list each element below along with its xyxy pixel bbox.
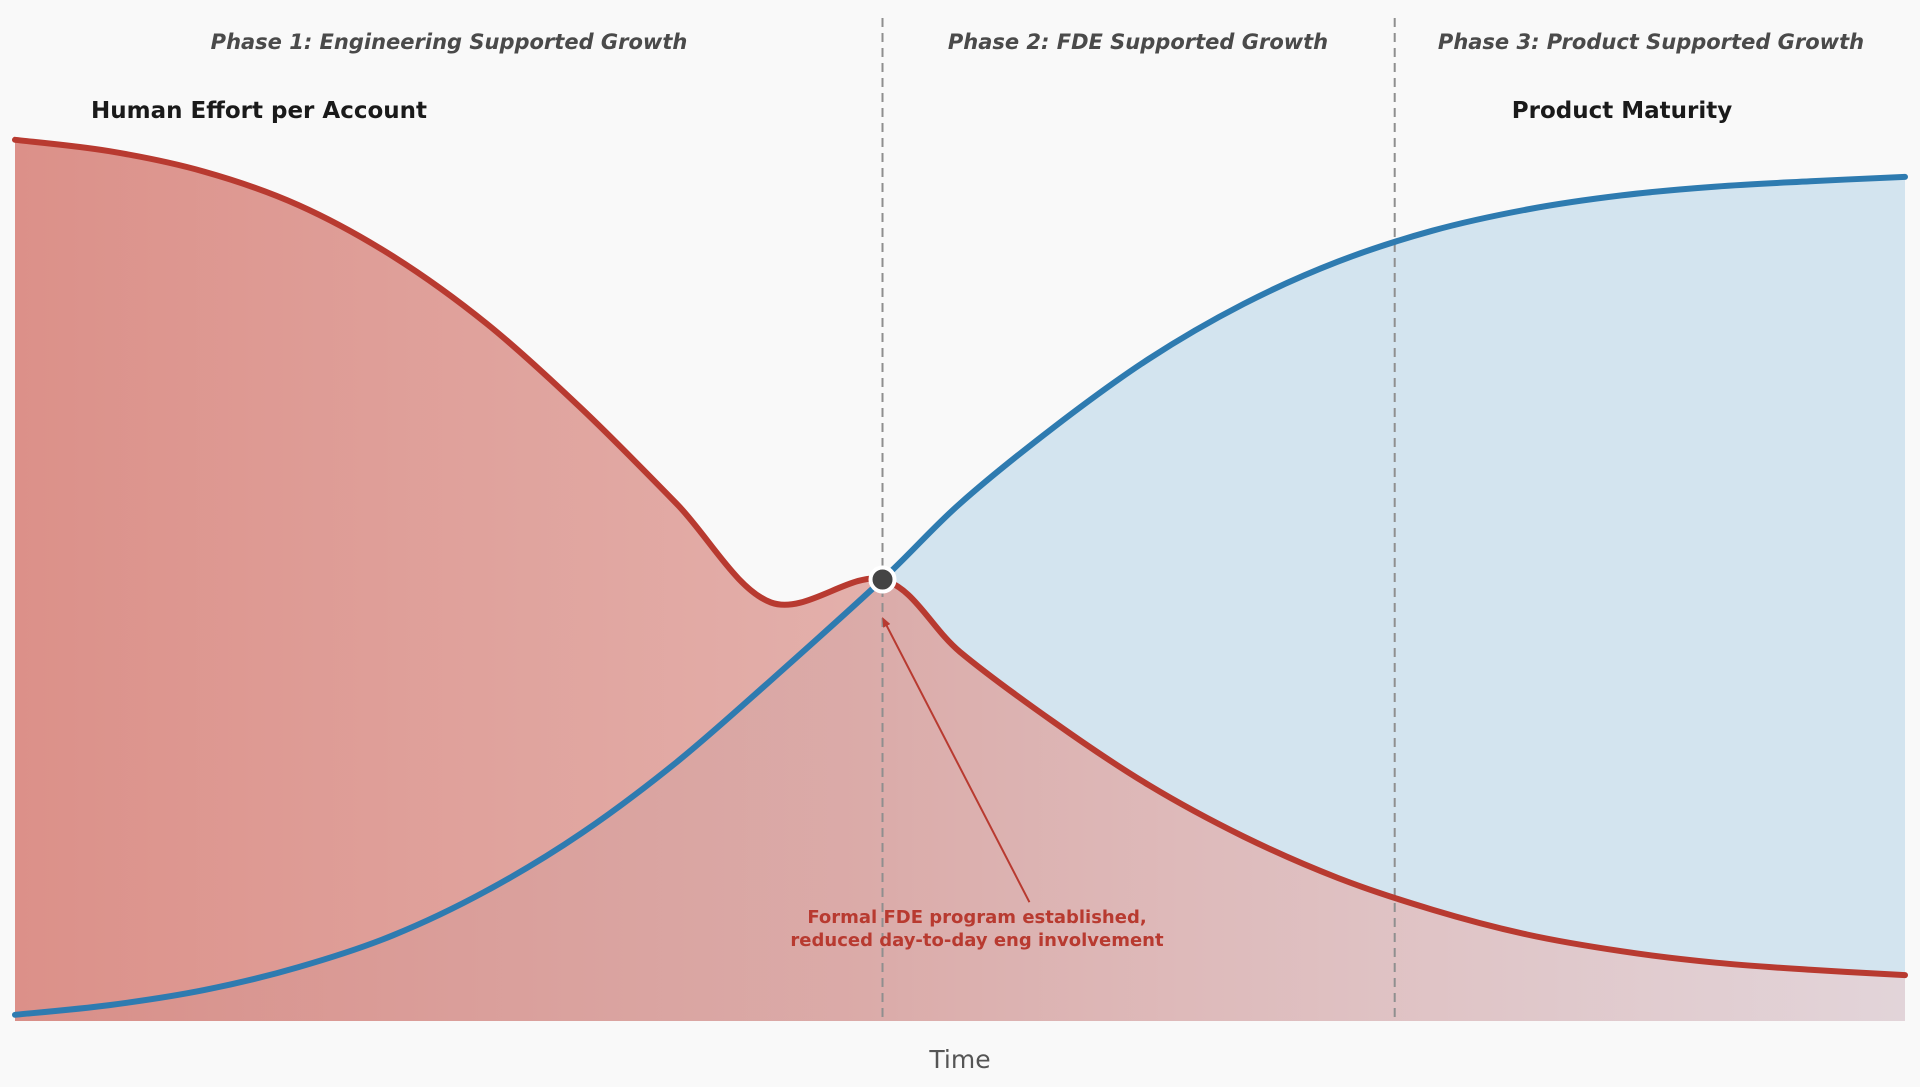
crossover-layer <box>868 565 1031 903</box>
annotation-line-1: Formal FDE program established, <box>807 907 1146 928</box>
crossover-point <box>868 565 897 594</box>
maturity-line <box>12 173 1908 1018</box>
chart-labels: Phase 1: Engineering Supported Growth Ph… <box>91 30 1864 1074</box>
effort-line <box>12 136 1908 979</box>
effort-series-label: Human Effort per Account <box>91 98 427 124</box>
series-lines <box>12 136 1908 1018</box>
effort-area <box>15 139 1905 1022</box>
annotation-line-2: reduced day-to-day eng involvement <box>790 930 1164 951</box>
phase-dividers <box>881 18 1396 1021</box>
area-fills <box>15 139 1905 1022</box>
maturity-series-label: Product Maturity <box>1512 98 1732 124</box>
maturity-area <box>15 176 1905 1021</box>
phase-3-label: Phase 3: Product Supported Growth <box>1438 30 1864 54</box>
phase-1-label: Phase 1: Engineering Supported Growth <box>211 30 688 54</box>
x-axis-label: Time <box>928 1045 990 1074</box>
annotation-arrow <box>882 617 1031 903</box>
phase-2-label: Phase 2: FDE Supported Growth <box>948 30 1328 54</box>
